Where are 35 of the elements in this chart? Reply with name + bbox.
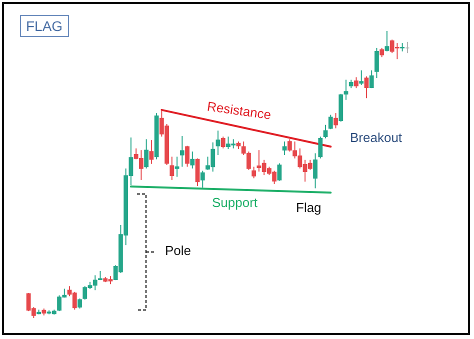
chart-title: FLAG xyxy=(20,15,69,37)
candlestick xyxy=(144,138,149,169)
candlestick xyxy=(185,145,190,168)
annotation: Support xyxy=(212,195,258,210)
candlestick xyxy=(344,79,348,100)
annotation: Pole xyxy=(165,243,192,258)
candlestick xyxy=(252,166,256,179)
annotation: Breakout xyxy=(350,130,402,145)
candlestick xyxy=(380,47,384,58)
candlestick xyxy=(328,114,333,130)
candlestick xyxy=(282,140,287,156)
candlestick xyxy=(318,136,323,159)
candlestick xyxy=(170,156,174,180)
annotation: Flag xyxy=(296,200,322,215)
candlestick xyxy=(359,70,364,86)
candlestick xyxy=(323,124,328,139)
candlestick xyxy=(216,130,220,156)
candlestick xyxy=(78,298,82,310)
candlestick xyxy=(374,47,379,79)
candlestick xyxy=(174,156,180,178)
candlestick xyxy=(195,158,200,186)
candlestick xyxy=(354,76,358,89)
candlestick xyxy=(180,136,184,168)
candlestick xyxy=(334,112,338,129)
candlestick xyxy=(220,136,226,149)
annotation: Resistance xyxy=(206,98,272,122)
candlestick xyxy=(190,151,195,169)
candlestick xyxy=(313,152,318,189)
candlestick xyxy=(287,138,292,152)
candlestick xyxy=(384,30,390,52)
candlestick xyxy=(200,170,205,188)
candlestick xyxy=(277,162,282,182)
candlestick xyxy=(364,76,369,99)
candlestick xyxy=(149,140,154,164)
candlestick xyxy=(369,70,374,89)
